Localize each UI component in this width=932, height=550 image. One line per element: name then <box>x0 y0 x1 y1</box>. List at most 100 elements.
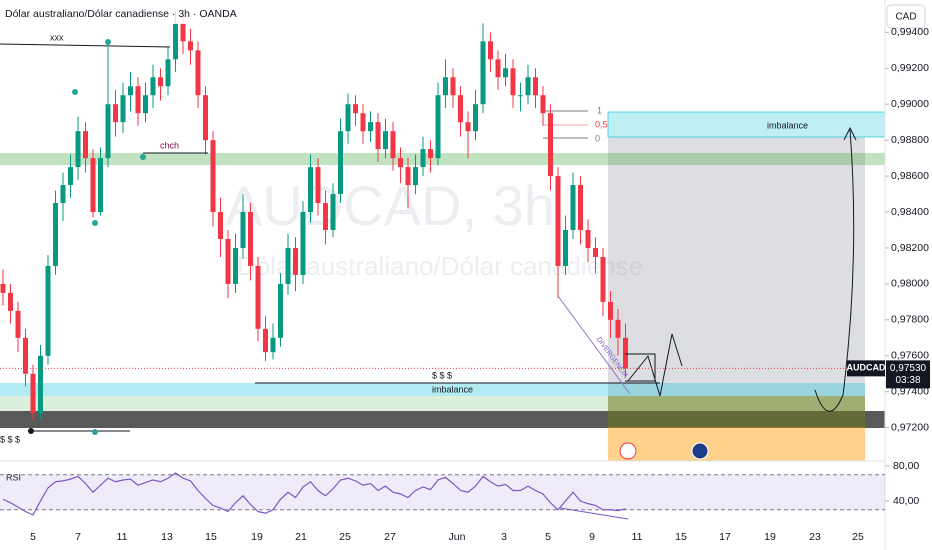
annotation: chch <box>160 140 179 150</box>
candle-body <box>128 86 133 96</box>
symbol-label: AUDCAD <box>847 363 886 373</box>
event-icon[interactable] <box>619 442 637 460</box>
candle-body <box>285 247 291 284</box>
candle-body <box>315 167 321 204</box>
candle-body <box>413 167 418 186</box>
divergence-line <box>557 295 631 395</box>
candle-body <box>495 59 501 78</box>
candle-body <box>555 176 561 266</box>
y-tick-label: 0,97400 <box>891 386 929 398</box>
candle-body <box>225 238 231 284</box>
rsi-label: RSI <box>6 472 21 482</box>
candle-body <box>233 247 238 284</box>
range-box <box>608 137 865 396</box>
candle-body <box>203 95 208 141</box>
candle-body <box>458 95 463 123</box>
rsi-line <box>2 472 626 516</box>
candle-body <box>278 283 283 338</box>
currency[interactable]: CAD <box>895 12 916 23</box>
title-bg <box>0 0 260 24</box>
candle-body <box>210 140 216 213</box>
candle-body <box>480 41 486 105</box>
candle-body <box>255 265 261 329</box>
y-tick-label: 0,97200 <box>891 421 929 433</box>
candle-body <box>330 194 336 230</box>
x-tick-label: Jun <box>449 531 466 543</box>
candle-body <box>53 203 58 266</box>
event-icon[interactable] <box>691 442 709 460</box>
candle-body <box>600 256 606 302</box>
candle-body <box>150 77 156 96</box>
x-tick-label: 11 <box>632 531 643 543</box>
marker <box>92 429 98 435</box>
candle-body <box>30 373 36 414</box>
candle-body <box>83 131 88 159</box>
candle-body <box>405 167 411 186</box>
candle-body <box>218 212 223 239</box>
marker <box>92 220 98 226</box>
candle-body <box>450 77 456 96</box>
candle-body <box>8 292 13 311</box>
candle-body <box>195 50 201 96</box>
candle-body <box>293 247 298 275</box>
rsi-band <box>0 474 885 510</box>
currency-button[interactable] <box>886 4 926 29</box>
plot <box>0 10 628 421</box>
rsi-tick-label: 40,00 <box>893 495 919 507</box>
fib-label: 1 <box>597 105 602 115</box>
marker <box>140 154 146 160</box>
y-tick-label: 0,99400 <box>891 26 929 38</box>
y-tick-label: 0,99000 <box>891 98 929 110</box>
y-tick-label: 0,98800 <box>891 134 929 146</box>
candle-body <box>15 310 21 338</box>
y-tick-label: 0,98400 <box>891 206 929 218</box>
y-tick-label: 0,98000 <box>891 278 929 290</box>
projection <box>625 333 683 397</box>
x-tick-label: 21 <box>295 531 307 543</box>
marker <box>105 39 111 45</box>
y-tick-label: 0,97800 <box>891 314 929 326</box>
candle-body <box>180 23 186 42</box>
candle-body <box>248 212 253 266</box>
x-tick-label: 5 <box>545 531 551 543</box>
marker <box>28 428 34 434</box>
projection-arrow <box>814 126 857 412</box>
imbalance-zone <box>0 383 865 396</box>
x-tick-label: 25 <box>339 531 351 543</box>
y-tick-label: 0,97600 <box>891 350 929 362</box>
candle-body <box>338 131 343 195</box>
candle-body <box>158 77 163 87</box>
candle-body <box>525 77 531 96</box>
candle-body <box>615 319 621 338</box>
rsi-divergence <box>559 507 629 520</box>
rsi-tick-label: 80,00 <box>893 460 919 472</box>
candle-body <box>585 230 591 248</box>
candle-body <box>383 131 388 150</box>
candle-body <box>353 104 358 114</box>
candle-body <box>503 68 508 78</box>
candle-body <box>323 203 328 230</box>
imbalance-zone <box>607 111 886 138</box>
candle-body <box>113 104 118 123</box>
candle-body <box>120 95 126 123</box>
x-tick-label: 15 <box>205 531 217 543</box>
candle-body <box>443 77 448 96</box>
price-tag <box>886 360 930 389</box>
candle-body <box>570 185 576 230</box>
y-tick-label: 0,98200 <box>891 242 929 254</box>
candle-body <box>300 212 306 275</box>
candle-body <box>143 95 148 114</box>
candle-body <box>390 131 396 159</box>
candle-body <box>548 113 553 177</box>
price-label: 0,97530 <box>890 363 927 374</box>
candle-body <box>38 355 43 414</box>
x-tick-label: 9 <box>589 531 595 543</box>
candle-body <box>0 283 6 293</box>
annotation: $ $ $ <box>432 370 452 380</box>
x-tick-label: 11 <box>117 531 128 543</box>
x-tick-label: 5 <box>30 531 36 543</box>
annotation: $ $ $ <box>0 434 20 444</box>
candle-body <box>608 301 613 320</box>
candle-body <box>510 68 516 96</box>
candle-body <box>623 337 628 369</box>
